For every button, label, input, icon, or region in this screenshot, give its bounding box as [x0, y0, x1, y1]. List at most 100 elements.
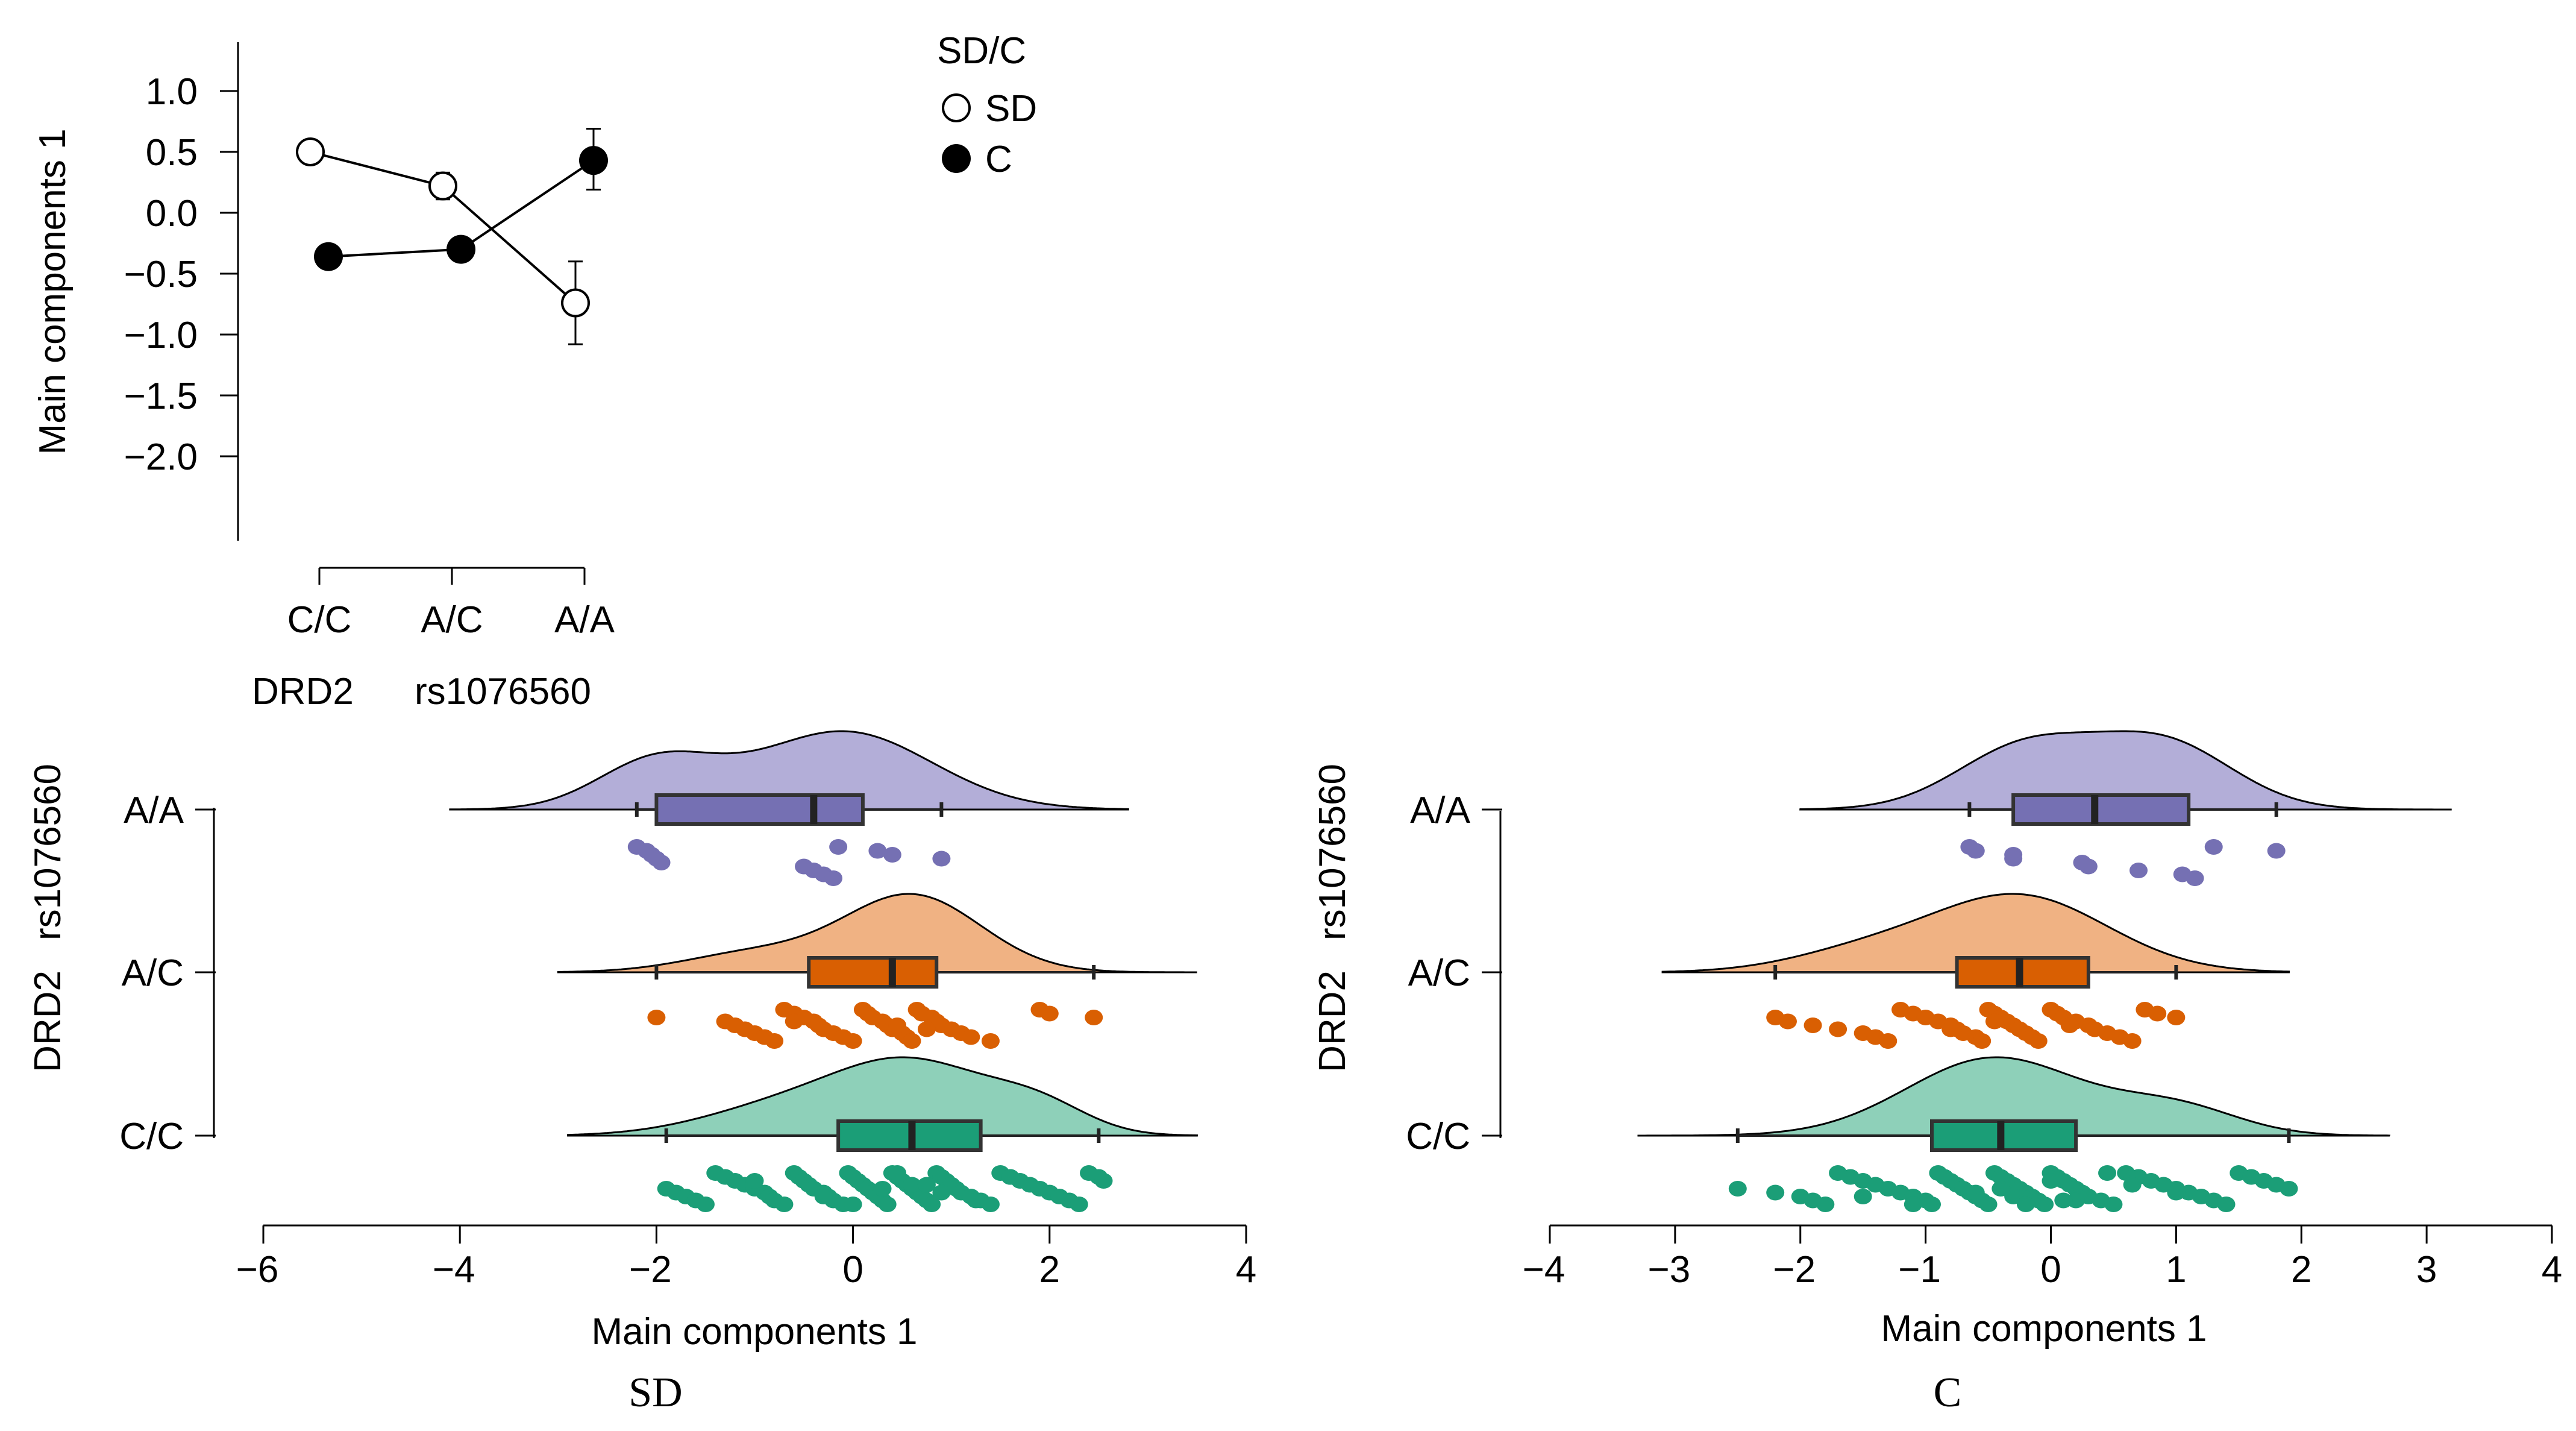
- data-point: [1973, 1033, 1992, 1049]
- data-point: [2186, 870, 2204, 886]
- data-point: [1085, 1010, 1103, 1025]
- x-tick-label: −3: [1648, 1249, 1691, 1291]
- data-point: [923, 1197, 941, 1212]
- y-tick-label: A/A: [124, 790, 184, 831]
- data-point: [1879, 1033, 1898, 1049]
- density-cloud: [1799, 730, 2452, 811]
- x-tick-label: 0: [2040, 1249, 2061, 1291]
- data-point: [2004, 1189, 2023, 1204]
- series-layer: [296, 128, 608, 345]
- data-point: [888, 1165, 906, 1181]
- data-point: [765, 1033, 784, 1049]
- data-point: [844, 1033, 862, 1049]
- x-tick-label: 3: [2416, 1249, 2437, 1291]
- density-cloud: [1637, 1056, 2390, 1137]
- x-tick-label: 2: [1039, 1249, 1060, 1291]
- data-point: [824, 870, 842, 886]
- data-point: [873, 1181, 892, 1197]
- data-point: [1904, 1197, 1922, 1212]
- series-c: [314, 128, 608, 271]
- x-tick-label: C/C: [287, 599, 352, 641]
- x-tick-label: 4: [2542, 1249, 2562, 1291]
- density-cloud: [1661, 893, 2290, 973]
- data-point: [981, 1033, 1000, 1049]
- data-point: [1966, 1184, 1985, 1201]
- x-tick-label: A/C: [421, 599, 483, 641]
- data-point: [1766, 1184, 1785, 1201]
- box: [807, 956, 939, 989]
- data-point: [903, 1033, 921, 1049]
- data-point: [1778, 1013, 1797, 1030]
- sd-y-labels: A/A A/C C/C: [119, 790, 184, 1157]
- data-point: [1070, 1197, 1088, 1212]
- x-axis-title-snp: rs1076560: [415, 671, 591, 712]
- data-point: [2267, 843, 2286, 859]
- legend-marker-sd: [942, 93, 971, 122]
- data-point: [1829, 1021, 1847, 1037]
- data-point: [1728, 1181, 1747, 1197]
- data-point: [1992, 1181, 2010, 1197]
- data-point: [967, 1192, 985, 1209]
- data-point: [868, 843, 887, 859]
- c-y-axis-title-gene: DRD2: [1312, 970, 1353, 1072]
- data-point: [981, 1197, 1000, 1212]
- data-point: [2079, 858, 2098, 875]
- series-sd: [296, 137, 590, 345]
- group-ac: [195, 893, 1197, 1049]
- x-tick-label: −2: [629, 1249, 672, 1291]
- x-axis-title-gene: DRD2: [252, 671, 354, 712]
- y-tick-label: A/A: [1410, 790, 1471, 831]
- data-point: [2129, 863, 2148, 878]
- data-point: [878, 1197, 897, 1212]
- y-tick-label: 1.0: [146, 71, 198, 113]
- box: [2011, 793, 2191, 826]
- data-point: [962, 1029, 980, 1045]
- data-point: [1966, 843, 1985, 859]
- raincloud-c-panel: −4 −3 −2 −1 0 1 2 3 4 A/A A/C C/C DRD2 rs1076560 M…: [1312, 730, 2562, 1416]
- y-tick-label: A/C: [122, 952, 184, 994]
- data-point: [2280, 1181, 2298, 1197]
- data-point: [579, 146, 608, 175]
- y-tick-label: −1.5: [124, 376, 198, 417]
- data-point: [2067, 1192, 2086, 1209]
- c-clouds: [1482, 730, 2452, 1212]
- data-point: [745, 1173, 764, 1189]
- data-point: [2004, 851, 2023, 867]
- y-tick-label: C/C: [119, 1116, 184, 1157]
- y-ticks: 1.0 0.5 0.0 −0.5 −1.0 −1.5 −2.0: [124, 71, 238, 478]
- data-point: [2098, 1165, 2117, 1181]
- legend-label-c: C: [985, 139, 1012, 180]
- x-tick-label: −2: [1773, 1249, 1816, 1291]
- data-point: [1854, 1189, 1872, 1204]
- x-tick-label: 2: [2291, 1249, 2311, 1291]
- group-aa: [195, 730, 1129, 886]
- data-point: [652, 855, 671, 870]
- sd-y-axis-title-gene: DRD2: [27, 970, 69, 1072]
- y-tick-label: −2.0: [124, 436, 198, 478]
- sd-panel-label: SD: [628, 1370, 682, 1416]
- x-tick-label: −4: [1523, 1249, 1565, 1291]
- data-point: [2054, 1192, 2073, 1209]
- y-axis-title: Main components 1: [32, 128, 74, 454]
- data-point: [2217, 1197, 2236, 1212]
- c-y-labels: A/A A/C C/C: [1406, 790, 1470, 1157]
- data-point: [2167, 1184, 2186, 1201]
- data-point: [903, 1177, 921, 1193]
- data-point: [814, 1189, 833, 1204]
- data-point: [2035, 1197, 2054, 1212]
- data-point: [1001, 1169, 1020, 1185]
- data-point: [2104, 1197, 2123, 1212]
- legend-marker-c: [942, 144, 971, 173]
- data-point: [2123, 1177, 2142, 1193]
- y-tick-label: −1.0: [124, 315, 198, 356]
- data-point: [829, 839, 848, 855]
- data-point: [647, 1010, 666, 1025]
- raincloud-sd-panel: −6 −4 −2 0 2 4 A/A A/C C/C DRD2 rs1076560 Main …: [27, 730, 1256, 1416]
- data-point: [2204, 839, 2223, 855]
- y-tick-label: 0.5: [146, 132, 198, 174]
- sd-x-ticks: −6 −4 −2 0 2 4: [236, 1225, 1256, 1291]
- data-point: [844, 1197, 862, 1212]
- data-point: [917, 1177, 936, 1193]
- interaction-plot: 1.0 0.5 0.0 −0.5 −1.0 −1.5 −2.0 C/C A/C A/A Main…: [32, 30, 1037, 712]
